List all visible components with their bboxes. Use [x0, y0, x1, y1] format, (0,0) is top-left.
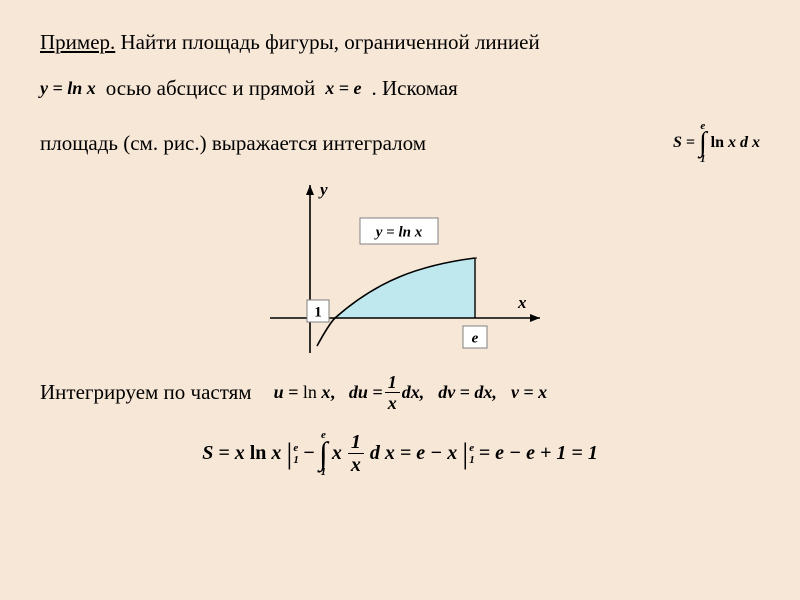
- formula-S-integral: S = e ∫ 1 ln x d x: [673, 121, 760, 165]
- eval-bar-1: | e 1: [285, 439, 299, 469]
- integral-icon: e ∫ 1: [699, 121, 707, 165]
- chart-svg: y x y = ln x 1 e: [250, 173, 550, 363]
- area-text: площадь (см. рис.) выражается интегралом: [40, 129, 426, 157]
- chart: y x y = ln x 1 e: [250, 173, 550, 363]
- svg-text:y = ln x: y = ln x: [374, 224, 423, 240]
- integral-icon-2: e ∫ 1: [319, 430, 328, 478]
- by-parts-text: Интегрируем по частям: [40, 378, 252, 406]
- svg-text:1: 1: [314, 304, 322, 320]
- svg-text:e: e: [472, 330, 479, 346]
- line-3: площадь (см. рис.) выражается интегралом…: [40, 121, 760, 165]
- title-line: Пример. Найти площадь фигуры, ограниченн…: [40, 28, 760, 56]
- formula-y-lnx: y = ln x: [40, 78, 96, 99]
- svg-text:x: x: [517, 293, 527, 312]
- line-2: y = ln x осью абсцисс и прямой x = e . И…: [40, 74, 760, 102]
- axis-phrase: осью абсцисс и прямой: [106, 74, 315, 102]
- formula-x-e: x = e: [325, 78, 361, 99]
- formula-parts: u = ln x, du = 1 x dx, dv = dx, v = x: [274, 373, 548, 412]
- formula-result: S = x ln x | e 1 − e ∫ 1 x 1 x d x = e −…: [202, 430, 598, 478]
- example-label: Пример.: [40, 30, 115, 54]
- title-rest: Найти площадь фигуры, ограниченной линие…: [115, 30, 539, 54]
- svg-text:y: y: [318, 180, 328, 199]
- eval-bar-2: | e 1: [461, 439, 475, 469]
- line-parts: Интегрируем по частям u = ln x, du = 1 x…: [40, 373, 760, 412]
- line-result: S = x ln x | e 1 − e ∫ 1 x 1 x d x = e −…: [40, 430, 760, 478]
- example-slide: Пример. Найти площадь фигуры, ограниченн…: [0, 0, 800, 600]
- trailing-dot: . Искомая: [371, 74, 457, 102]
